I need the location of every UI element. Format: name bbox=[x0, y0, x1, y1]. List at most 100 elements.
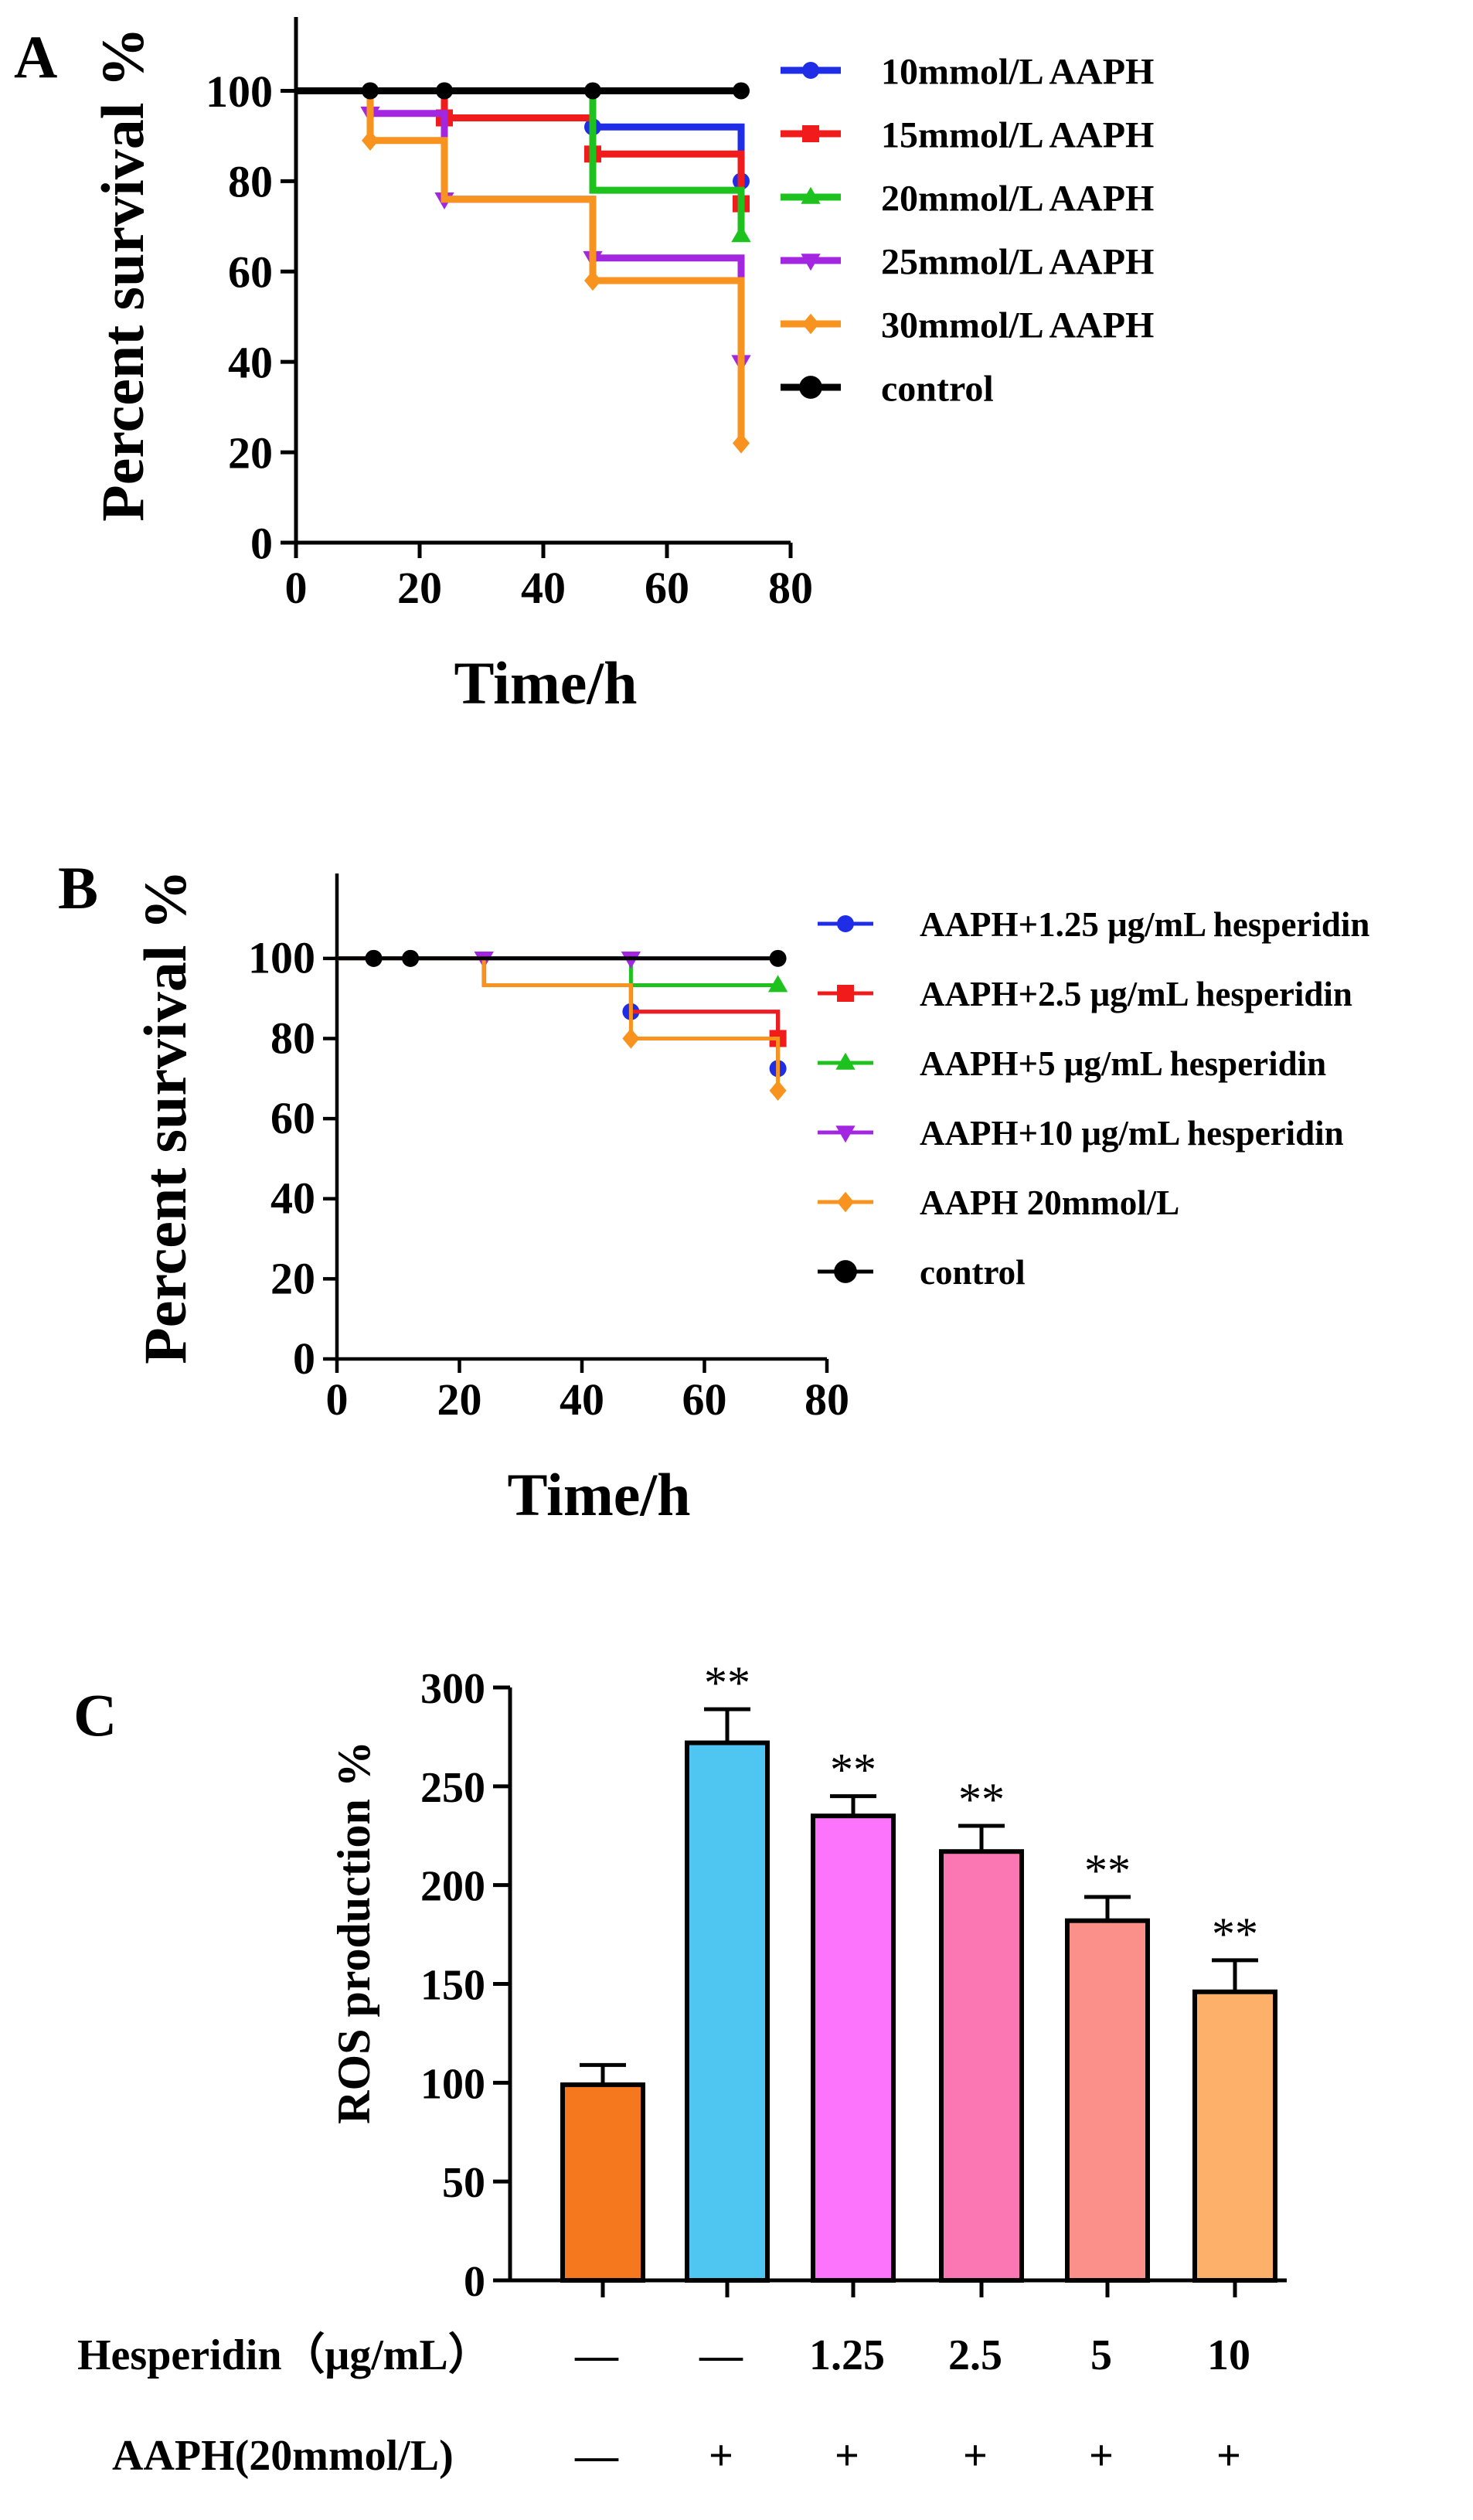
panel-b-x-tick-label: 20 bbox=[437, 1374, 482, 1425]
panel-b-series-2 bbox=[337, 956, 787, 1047]
panel-b-x-tick-label: 60 bbox=[682, 1374, 727, 1425]
panel-a-x-tick-label: 20 bbox=[397, 563, 442, 613]
panel-a-legend-item: 15mmol/L AAPH bbox=[781, 114, 1154, 155]
panel-c-row-1: Hesperidin（μg/mL） — — 1.25 2.5 5 10 bbox=[77, 2331, 1250, 2379]
panel-a-y-tick-label: 20 bbox=[228, 427, 273, 478]
panel-b-y-axis-title: Percent survival % bbox=[131, 870, 199, 1364]
panel-c-bar-group: ** bbox=[811, 1745, 896, 2283]
panel-b-y-tick-label: 20 bbox=[270, 1253, 315, 1303]
panel-c-y-tick-label: 150 bbox=[420, 1962, 485, 2010]
panel-a-legend-label: 25mmol/L AAPH bbox=[881, 241, 1154, 282]
panel-c-bar-group: ** bbox=[685, 1657, 770, 2283]
panel-c-y-tick-label: 0 bbox=[464, 2258, 485, 2306]
panel-a-y-tick-label: 80 bbox=[228, 157, 273, 207]
panel-a-legend-marker bbox=[802, 62, 819, 79]
panel-c-significance-label: ** bbox=[958, 1774, 1005, 1825]
panel-c-row-value: + bbox=[709, 2432, 733, 2480]
panel-b-axes: 0 20 40 60 80 0 20 40 60 80 100 bbox=[248, 873, 849, 1425]
panel-b-data-point bbox=[365, 949, 383, 967]
panel-b-y-tick-label: 60 bbox=[270, 1093, 315, 1143]
panel-b-y-tick-label: 100 bbox=[248, 933, 315, 983]
panel-a-legend-item: control bbox=[781, 368, 994, 409]
panel-a-x-tick-label: 80 bbox=[768, 563, 813, 613]
panel-b-series-line bbox=[337, 956, 781, 1091]
panel-c-row-value: 1.25 bbox=[809, 2331, 885, 2379]
panel-a-series-3 bbox=[296, 87, 751, 243]
panel-b-legend-label: AAPH+10 μg/mL hesperidin bbox=[920, 1114, 1344, 1153]
panel-a-data-point bbox=[584, 82, 601, 100]
panel-c-bars: ** ** ** ** ** bbox=[560, 1657, 1277, 2283]
panel-a-y-tick-label: 0 bbox=[250, 518, 273, 568]
panel-c-significance-label: ** bbox=[1084, 1845, 1131, 1896]
panel-a-legend-item: 30mmol/L AAPH bbox=[781, 305, 1154, 346]
panel-b-data-point bbox=[769, 1080, 787, 1102]
panel-c-label: C bbox=[73, 1681, 117, 1749]
panel-c-y-tick-label: 300 bbox=[420, 1665, 485, 1713]
panel-c-row-value: + bbox=[1089, 2432, 1114, 2480]
panel-a-x-tick-label: 0 bbox=[285, 563, 308, 613]
panel-b-legend-label: AAPH+2.5 μg/mL hesperidin bbox=[920, 975, 1352, 1013]
panel-a-legend-marker bbox=[802, 125, 819, 142]
panel-c-y-tick-label: 250 bbox=[420, 1764, 485, 1812]
panel-c-row-value: + bbox=[1216, 2432, 1241, 2480]
panel-a-legend-marker bbox=[801, 254, 821, 271]
panel-c-bar-group: ** bbox=[1192, 1909, 1277, 2283]
panel-c-bar-group bbox=[560, 2062, 645, 2283]
panel-a-axes: 0 20 40 60 80 0 20 40 60 80 100 bbox=[206, 17, 813, 613]
panel-c-bar bbox=[685, 1740, 770, 2283]
panel-b-data-point bbox=[402, 949, 420, 967]
panel-a-data-point bbox=[731, 225, 751, 243]
panel-c-row-value: — bbox=[699, 2331, 743, 2379]
panel-a-legend-item: 20mmol/L AAPH bbox=[781, 178, 1154, 219]
panel-b-series-line bbox=[337, 956, 781, 1039]
panel-b-series-6 bbox=[337, 949, 787, 967]
panel-a-series-4 bbox=[296, 87, 751, 373]
panel-c: C ROS production % 0 50 100 150 200 250 300 **… bbox=[73, 1657, 1287, 2480]
panel-c-y-tick-label: 50 bbox=[442, 2159, 485, 2207]
panel-a-legend-label: control bbox=[881, 368, 994, 409]
panel-a-data-point bbox=[362, 130, 379, 151]
panel-c-row-value: + bbox=[963, 2432, 988, 2480]
panel-a-x-axis-title: Time/h bbox=[454, 649, 638, 717]
panel-a-series-line bbox=[296, 87, 745, 363]
panel-a-legend-marker bbox=[799, 376, 822, 399]
panel-c-y-tick-label: 200 bbox=[420, 1863, 485, 1911]
panel-a-legend-label: 20mmol/L AAPH bbox=[881, 178, 1154, 219]
panel-b-legend-label: AAPH 20mmol/L bbox=[920, 1183, 1179, 1222]
panel-c-row-value: 5 bbox=[1090, 2331, 1112, 2379]
panel-c-bar bbox=[811, 1813, 896, 2283]
panel-c-row-value: — bbox=[574, 2331, 619, 2379]
panel-a-data-point bbox=[733, 82, 750, 100]
panel-a-data-point bbox=[584, 270, 601, 291]
panel-a-legend-marker bbox=[801, 186, 821, 204]
panel-a-legend-label: 10mmol/L AAPH bbox=[881, 51, 1154, 92]
panel-b-y-tick-label: 80 bbox=[270, 1013, 315, 1063]
panel-c-row-value: 10 bbox=[1207, 2331, 1250, 2379]
panel-c-row-label: AAPH(20mmol/L) bbox=[112, 2432, 454, 2480]
panel-c-y-tick-label: 100 bbox=[420, 2060, 485, 2108]
panel-b-y-tick-label: 0 bbox=[293, 1333, 315, 1384]
panel-b-legend-item: AAPH+10 μg/mL hesperidin bbox=[818, 1114, 1344, 1153]
panel-b-legend-marker bbox=[837, 985, 854, 1002]
panel-c-significance-label: ** bbox=[1212, 1909, 1258, 1960]
panel-b: B Percent survival % Time/h 0 20 40 60 80 0 20… bbox=[58, 854, 1369, 1528]
panel-c-significance-label: ** bbox=[704, 1657, 750, 1708]
panel-a-series-line bbox=[296, 87, 745, 236]
panel-b-y-tick-label: 40 bbox=[270, 1173, 315, 1224]
panel-a-series-1 bbox=[296, 82, 750, 190]
panel-a-legend-item: 10mmol/L AAPH bbox=[781, 51, 1154, 92]
panel-a: A Percent survival % Time/h 0 20 40 60 80 0 20… bbox=[14, 17, 1154, 717]
panel-b-legend-marker bbox=[837, 915, 854, 932]
panel-b-legend-marker bbox=[837, 1191, 854, 1213]
panel-a-y-tick-label: 40 bbox=[228, 337, 273, 387]
panel-b-legend-label: AAPH+1.25 μg/mL hesperidin bbox=[920, 905, 1369, 944]
panel-b-data-point bbox=[622, 1028, 640, 1049]
panel-b-x-tick-label: 80 bbox=[805, 1374, 849, 1425]
panel-b-legend: AAPH+1.25 μg/mL hesperidin AAPH+2.5 μg/mL… bbox=[818, 905, 1369, 1292]
panel-b-x-tick-label: 40 bbox=[560, 1374, 604, 1425]
panel-a-x-tick-label: 40 bbox=[521, 563, 566, 613]
panel-a-y-tick-label: 60 bbox=[228, 247, 273, 298]
panel-c-row-value: — bbox=[574, 2432, 619, 2480]
panel-b-legend-marker bbox=[835, 1125, 856, 1143]
